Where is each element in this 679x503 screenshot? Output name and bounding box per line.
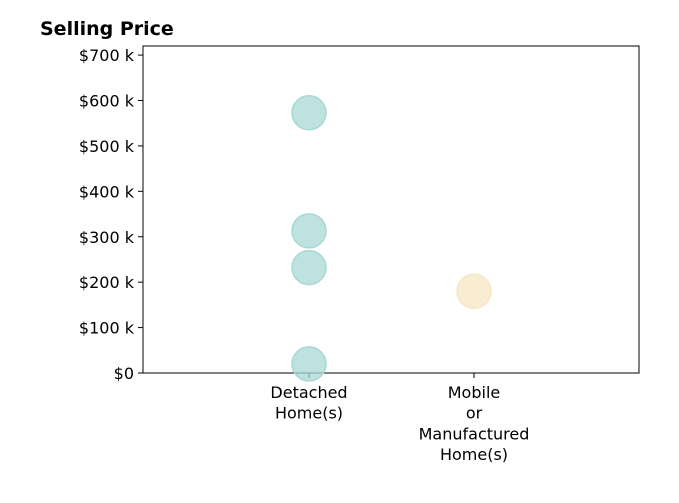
- chart-title: Selling Price: [40, 18, 174, 40]
- x-axis: Detached Home(s) Mobile or Manufactured Home(…: [270, 373, 529, 464]
- plot-area-frame: [142, 45, 640, 374]
- data-point: [291, 213, 327, 249]
- x-tick-label: Detached Home(s): [270, 383, 347, 423]
- y-tick-label: $200 k: [79, 273, 135, 292]
- data-point: [456, 273, 492, 309]
- y-tick-label: $500 k: [79, 137, 135, 156]
- y-tick-label: $300 k: [79, 228, 135, 247]
- y-axis: $0 $100 k $200 k $300 k $400 k $500 k $600 k $7…: [79, 46, 143, 383]
- y-tick-label: $100 k: [79, 319, 135, 338]
- x-tick-label: Mobile or Manufactured Home(s): [419, 383, 530, 464]
- y-tick-label: $0: [114, 364, 134, 383]
- data-points: [291, 95, 492, 382]
- data-point: [291, 249, 327, 286]
- y-tick-label: $400 k: [79, 182, 135, 201]
- data-point: [291, 95, 327, 131]
- y-tick-label: $700 k: [79, 46, 135, 65]
- y-tick-label: $600 k: [79, 92, 135, 111]
- data-point: [291, 346, 327, 382]
